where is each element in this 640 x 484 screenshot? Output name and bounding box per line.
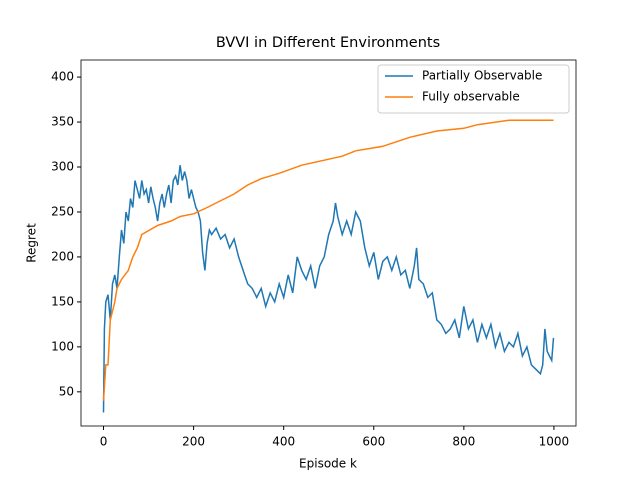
data-line bbox=[102, 119, 554, 401]
legend-label: Fully observable bbox=[422, 90, 520, 104]
x-tick-label: 1000 bbox=[539, 435, 570, 449]
y-tick-label: 150 bbox=[51, 294, 74, 308]
legend-label: Partially Observable bbox=[422, 69, 542, 83]
chart-title: BVVI in Different Environments bbox=[216, 35, 440, 51]
data-line bbox=[102, 165, 555, 413]
y-tick-label: 100 bbox=[51, 339, 74, 353]
y-tick-label: 250 bbox=[51, 204, 74, 218]
plot-frame bbox=[80, 59, 577, 427]
y-tick-label: 350 bbox=[51, 115, 74, 129]
y-tick-label: 50 bbox=[59, 384, 74, 398]
x-tick-label: 0 bbox=[100, 435, 108, 449]
legend-box bbox=[377, 64, 570, 114]
x-tick-label: 600 bbox=[362, 435, 385, 449]
x-axis-label: Episode k bbox=[299, 457, 357, 471]
x-tick-label: 800 bbox=[452, 435, 475, 449]
y-tick-label: 200 bbox=[51, 249, 74, 263]
y-tick-label: 400 bbox=[51, 70, 74, 84]
y-tick-label: 300 bbox=[51, 160, 74, 174]
x-tick-label: 400 bbox=[272, 435, 295, 449]
x-tick-label: 200 bbox=[182, 435, 205, 449]
y-axis-label: Regret bbox=[25, 223, 39, 263]
